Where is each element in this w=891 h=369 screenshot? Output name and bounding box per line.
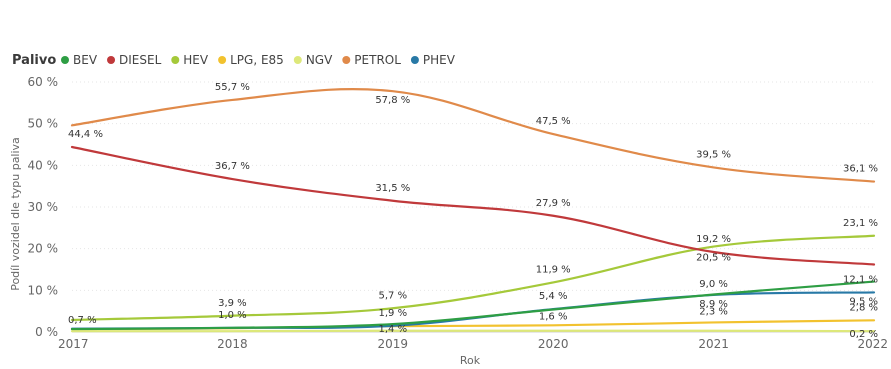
y-tick-label: 20 % [28,242,59,256]
y-tick-label: 10 % [28,283,59,297]
data-label-lpg-e85: 0,7 % [68,315,97,326]
data-label-phev: 12,1 % [843,274,878,285]
y-tick-label: 50 % [28,117,59,131]
series-line-diesel [70,145,876,266]
legend-marker-phev [410,56,419,64]
x-axis-title: Rok [460,354,481,367]
legend-item-hev[interactable]: HEV [183,53,209,67]
data-labels: 44,4 % 36,7 % 31,5 % 27,9 % 19,2 % 3,9 % 5,7 %… [68,82,878,340]
legend-item-bev[interactable]: BEV [73,53,98,67]
y-axis-title: Podíl vozidel dle typu paliva [9,137,22,291]
legend-item-diesel[interactable]: DIESEL [119,53,162,67]
data-label-phev: 1,9 % [379,308,408,319]
legend-marker-diesel [107,56,116,64]
x-tick-label: 2022 [857,337,888,351]
x-axis-ticks: 2017 2018 2019 2020 2021 2022 [58,337,888,351]
data-label-diesel: 36,7 % [215,161,250,172]
data-label-phev: 8,9 % [699,299,728,310]
y-tick-label: 40 % [28,158,59,172]
y-axis-ticks: 0 % 10 % 20 % 30 % 40 % 50 % 60 % [28,75,59,339]
data-label-diesel: 27,9 % [536,198,571,209]
data-label-petrol: 55,7 % [215,82,250,93]
data-label-lpg-e85: 1,6 % [539,311,568,322]
data-label-phev: 9,0 % [699,279,728,290]
data-label-hev: 11,9 % [536,264,571,275]
data-label-phev: 9,5 % [849,296,878,307]
series-lines [70,87,876,333]
series-line-bev [70,280,876,331]
y-tick-label: 30 % [28,200,59,214]
data-label-hev: 20,5 % [696,253,731,264]
data-label-ngv: 0,2 % [849,329,878,340]
legend-marker-bev [61,56,69,64]
data-label-phev: 5,4 % [539,291,568,302]
legend-item-phev[interactable]: PHEV [423,53,456,67]
data-label-petrol: 36,1 % [843,164,878,175]
data-label-phev: 1,0 % [218,310,247,321]
series-line-hev [70,234,876,322]
x-tick-label: 2019 [378,337,409,351]
data-label-diesel: 19,2 % [696,234,731,245]
x-tick-label: 2020 [538,337,569,351]
data-label-petrol: 39,5 % [696,149,731,160]
legend-marker-ngv [293,56,302,64]
legend-item-petrol[interactable]: PETROL [354,53,401,67]
data-label-diesel: 31,5 % [375,183,410,194]
data-label-petrol: 47,5 % [536,116,571,127]
series-line-petrol [70,87,876,183]
legend-marker-hev [171,56,180,64]
legend-marker-petrol [342,56,351,64]
legend-item-lpg-e85[interactable]: LPG, E85 [230,53,284,67]
x-tick-label: 2018 [217,337,248,351]
data-label-lpg-e85: 1,4 % [379,324,408,335]
y-tick-label: 0 % [35,325,58,339]
data-label-lpg-e85: 2,8 % [849,302,878,313]
x-tick-label: 2021 [698,337,729,351]
legend-marker-lpg-e85 [218,56,227,64]
data-label-diesel: 44,4 % [68,129,103,140]
y-tick-label: 60 % [28,75,59,89]
legend-title: Palivo [12,53,56,68]
data-label-hev: 5,7 % [379,290,408,301]
data-label-hev: 3,9 % [218,298,247,309]
data-label-lpg-e85: 2,3 % [699,306,728,317]
x-tick-label: 2017 [58,337,89,351]
data-label-petrol: 57,8 % [375,95,410,106]
legend: Palivo BEV DIESEL HEV LPG, E85 NGV PETROL PHEV [12,53,456,68]
legend-item-ngv[interactable]: NGV [306,53,333,67]
data-label-hev: 23,1 % [843,218,878,229]
